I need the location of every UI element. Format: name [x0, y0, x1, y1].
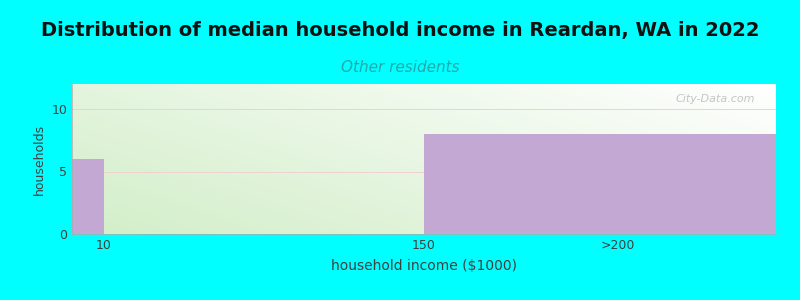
Bar [424, 134, 776, 234]
Text: City-Data.com: City-Data.com [675, 94, 755, 104]
Text: Other residents: Other residents [341, 60, 459, 75]
Bar [72, 159, 104, 234]
Text: Distribution of median household income in Reardan, WA in 2022: Distribution of median household income … [41, 21, 759, 40]
Y-axis label: households: households [33, 123, 46, 195]
X-axis label: household income ($1000): household income ($1000) [331, 259, 517, 273]
